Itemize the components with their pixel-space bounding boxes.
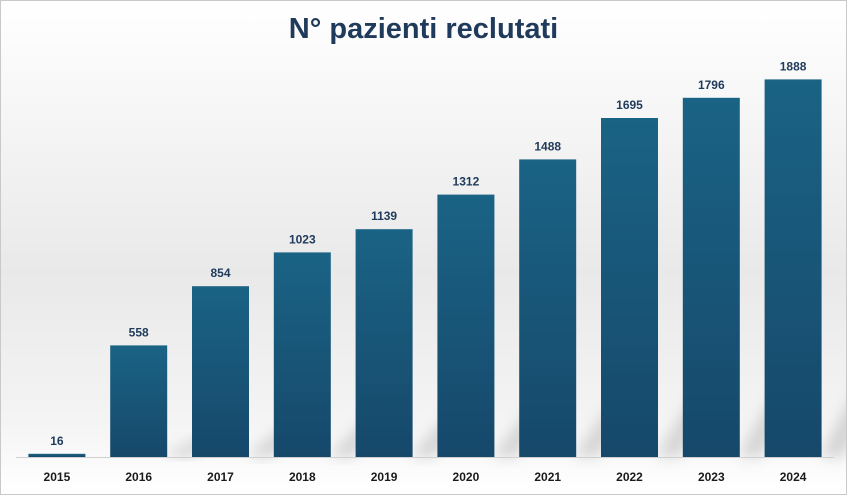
bar-value-label-2024: 1888	[780, 59, 807, 73]
x-tick-label-2018: 2018	[289, 470, 316, 484]
bar-2022	[601, 118, 658, 457]
bar-2019	[355, 229, 413, 457]
x-tick-label-2024: 2024	[780, 470, 807, 484]
chart-title: N° pazienti reclutati	[288, 13, 559, 45]
bar-value-label-2017: 854	[210, 266, 230, 280]
x-tick-label-2015: 2015	[44, 470, 71, 484]
bar-value-label-2022: 1695	[616, 98, 643, 112]
bar-shadow	[821, 409, 846, 457]
bar-2021	[519, 159, 577, 457]
x-tick-label-2017: 2017	[207, 470, 234, 484]
x-tick-label-2016: 2016	[125, 470, 152, 484]
bar-value-label-2020: 1312	[453, 175, 480, 189]
bar-value-label-2023: 1796	[698, 78, 725, 92]
bar-value-label-2016: 558	[129, 325, 149, 339]
bar-2018	[273, 252, 331, 457]
bar-2023	[682, 97, 740, 458]
bar-2016	[110, 345, 168, 457]
bar-2017	[192, 286, 249, 457]
bar-2020	[437, 194, 495, 457]
x-tick-label-2020: 2020	[453, 470, 480, 484]
x-tick-label-2023: 2023	[698, 470, 725, 484]
x-tick-label-2022: 2022	[616, 470, 643, 484]
x-tick-label-2019: 2019	[371, 470, 398, 484]
bar-value-label-2015: 16	[50, 434, 64, 448]
bar-2015	[28, 453, 86, 457]
bar-value-label-2021: 1488	[534, 139, 561, 153]
bar-value-label-2019: 1139	[371, 209, 397, 223]
bar-2024	[764, 79, 822, 458]
bar-value-label-2018: 1023	[289, 232, 316, 246]
x-tick-label-2021: 2021	[534, 470, 561, 484]
